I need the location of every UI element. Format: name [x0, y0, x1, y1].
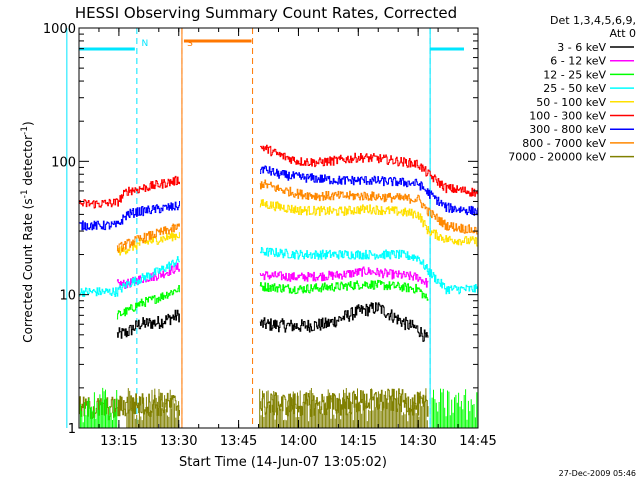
series-line-4	[116, 199, 478, 256]
y-tick-label-2: 100	[51, 155, 76, 170]
x-tick-label-0: 13:15	[100, 434, 137, 449]
x-tick-label-5: 14:30	[399, 434, 436, 449]
chart-title: HESSI Observing Summary Count Rates, Cor…	[75, 4, 457, 22]
y-axis-label: Corrected Count Rate (s-1 detector-1)	[20, 121, 35, 342]
x-tick-label-4: 14:15	[340, 434, 377, 449]
x-tick-label-6: 14:45	[459, 434, 496, 449]
count-floor-1	[126, 388, 180, 428]
marker-label-S: S	[187, 39, 193, 49]
y-tick-label-0: 1	[68, 422, 76, 437]
legend-label-6: 300 - 800 keV	[529, 123, 606, 136]
y-tick-label-3: 1000	[43, 22, 76, 37]
y-axis-label-part1: Corrected Count Rate (s	[21, 198, 35, 342]
legend-label-4: 50 - 100 keV	[536, 96, 606, 109]
y-axis-label-sup1: -1	[20, 189, 30, 198]
timestamp: 27-Dec-2009 05:46	[559, 469, 636, 478]
series-line-0	[116, 302, 429, 342]
x-tick-label-1: 13:30	[160, 434, 197, 449]
legend-label-1: 6 - 12 keV	[550, 55, 606, 68]
x-tick-label-2: 13:45	[220, 434, 257, 449]
axes: 13:15 13:30 13:45 14:00 14:15 14:30 14:45 1 10 10…	[43, 22, 497, 449]
x-tick-label-3: 14:00	[280, 434, 317, 449]
data-series	[78, 144, 479, 428]
legend-label-2: 12 - 25 keV	[543, 68, 606, 81]
legend-label-8: 7000 - 20000 keV	[508, 151, 606, 164]
series-line-2	[116, 279, 429, 320]
legend-header-1: Att 0	[610, 27, 636, 40]
series-line-5	[79, 144, 479, 209]
x-axis-label: Start Time (14-Jun-07 13:05:02)	[179, 455, 387, 470]
series-line-7	[116, 179, 478, 253]
legend-label-3: 25 - 50 keV	[543, 82, 606, 95]
legend-label-7: 800 - 7000 keV	[522, 137, 606, 150]
legend-header-0: Det 1,3,4,5,6,9,	[550, 14, 636, 27]
y-axis-label-sup2: -1	[20, 126, 30, 135]
legend-label-0: 3 - 6 keV	[557, 41, 606, 54]
plot-frame	[78, 27, 479, 429]
series-line-6	[79, 165, 479, 231]
count-floor-3	[431, 388, 478, 428]
count-floor-0	[78, 387, 118, 428]
series-line-3	[79, 247, 479, 297]
count-floor-2	[259, 388, 428, 428]
legend-label-5: 100 - 300 keV	[529, 110, 606, 123]
y-tick-label-1: 10	[59, 289, 76, 304]
y-axis-label-part2: detector	[21, 135, 35, 190]
marker-label-N: N	[141, 39, 148, 49]
y-axis-label-part3: )	[21, 121, 35, 126]
